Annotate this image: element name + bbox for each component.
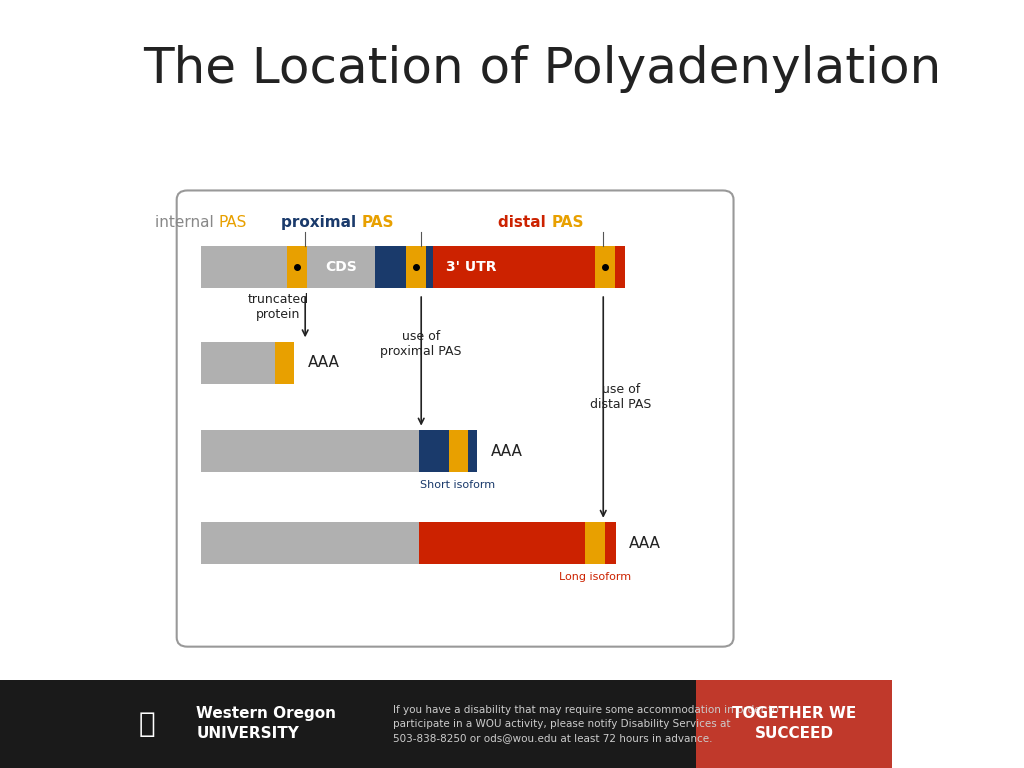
Bar	[201, 246, 308, 288]
Bar	[420, 430, 477, 472]
Bar	[308, 246, 375, 288]
Text: TOGETHER WE
SUCCEED: TOGETHER WE SUCCEED	[732, 707, 856, 741]
Bar	[449, 430, 469, 472]
Text: CDS: CDS	[326, 260, 357, 274]
Text: use of
proximal PAS: use of proximal PAS	[381, 329, 462, 358]
Text: AAA: AAA	[308, 356, 340, 370]
Text: If you have a disability that may require some accommodation in order to
partici: If you have a disability that may requir…	[392, 705, 778, 743]
Bar	[201, 342, 295, 384]
Text: PAS: PAS	[219, 215, 247, 230]
Text: PAS: PAS	[552, 215, 584, 230]
Bar	[375, 246, 433, 288]
Text: AAA: AAA	[490, 444, 522, 458]
Bar	[595, 246, 614, 288]
Text: truncated
protein: truncated protein	[248, 293, 309, 321]
Bar	[201, 522, 420, 564]
Text: Long isoform: Long isoform	[559, 572, 631, 582]
FancyBboxPatch shape	[177, 190, 733, 647]
Text: AAA: AAA	[629, 536, 662, 551]
Bar	[586, 522, 605, 564]
Text: use of
distal PAS: use of distal PAS	[591, 383, 652, 412]
Text: proximal: proximal	[281, 215, 361, 230]
Text: 🏛: 🏛	[139, 710, 156, 738]
Bar	[274, 342, 295, 384]
Bar	[288, 246, 307, 288]
Bar	[407, 246, 426, 288]
Text: Western Oregon
UNIVERSITY: Western Oregon UNIVERSITY	[197, 707, 336, 741]
Bar	[696, 680, 892, 768]
Text: The Location of Polyadenylation: The Location of Polyadenylation	[142, 45, 941, 93]
Text: distal: distal	[499, 215, 552, 230]
Text: internal: internal	[155, 215, 219, 230]
Text: 3' UTR: 3' UTR	[446, 260, 497, 274]
Bar	[201, 430, 420, 472]
Text: PAS: PAS	[361, 215, 394, 230]
Bar	[0, 680, 892, 768]
Text: Short isoform: Short isoform	[420, 480, 495, 490]
Bar	[433, 246, 625, 288]
Bar	[420, 522, 615, 564]
